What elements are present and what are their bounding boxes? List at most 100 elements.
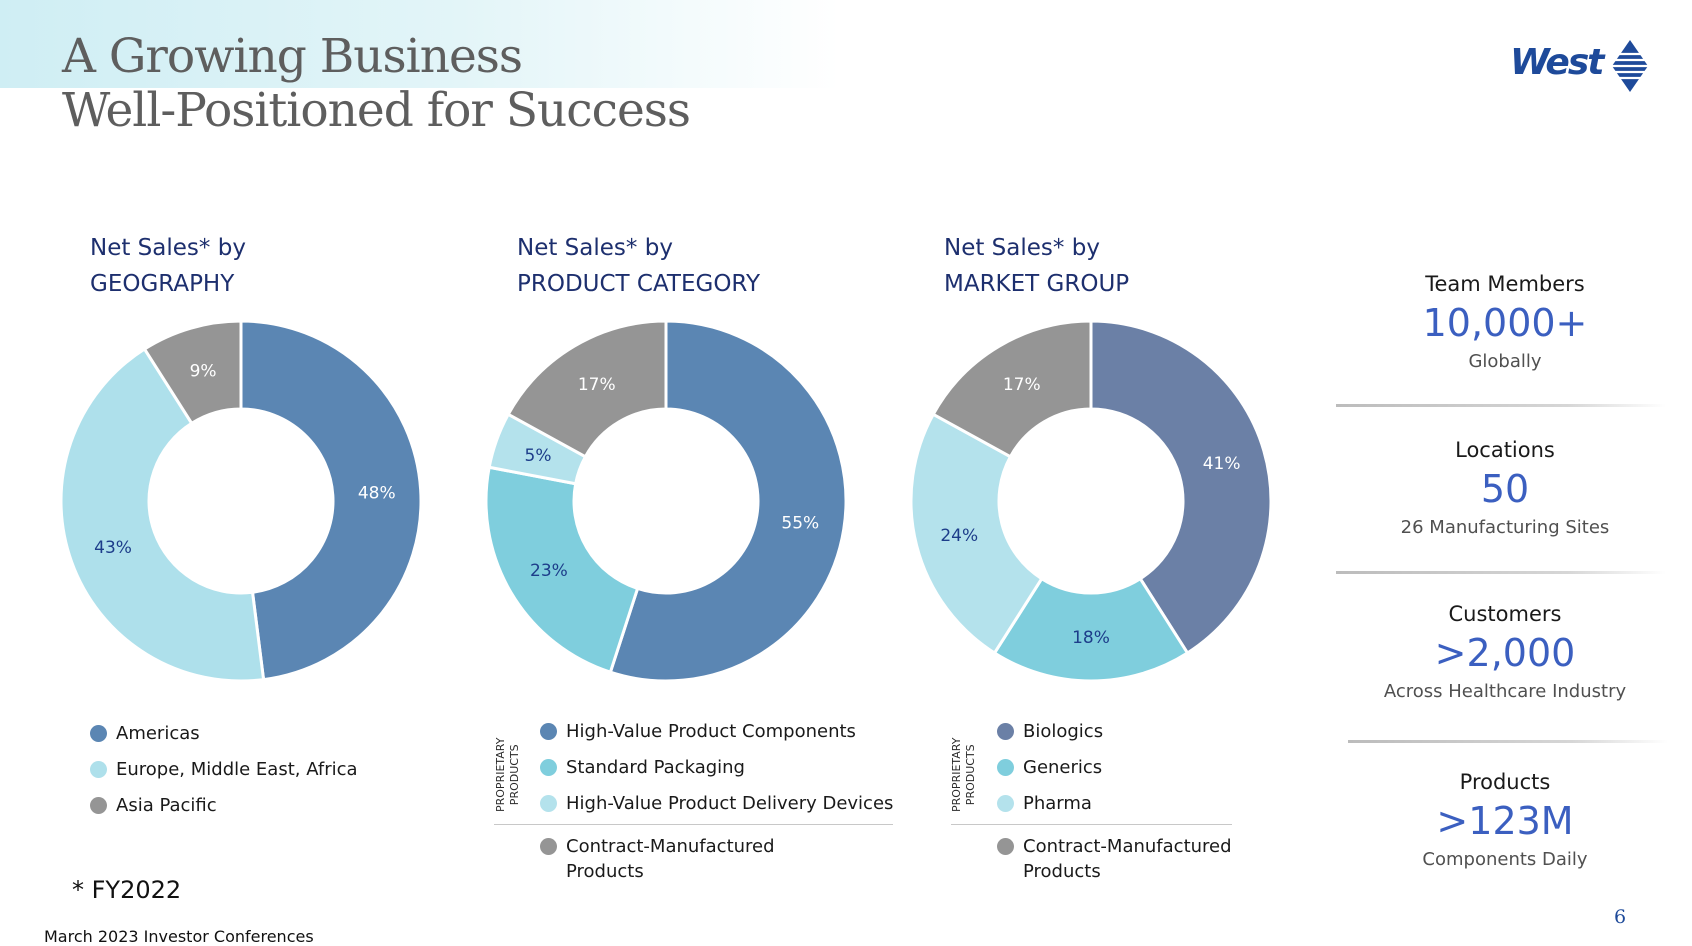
legend-swatch: [90, 760, 107, 778]
legend-swatch: [540, 838, 557, 855]
group-label-line-2: PRODUCTS: [508, 744, 521, 806]
stat-customers: Customers >2,000 Across Healthcare Indus…: [1340, 600, 1670, 706]
stat-team-members: Team Members 10,000+ Globally: [1340, 270, 1670, 376]
legend-label: Generics: [1023, 756, 1103, 778]
chart-title-market-group: Net Sales* by MARKET GROUP: [944, 230, 1129, 302]
donut-slice-standard-packaging: [484, 465, 640, 675]
chart-title-line-1: Net Sales* by: [90, 235, 246, 261]
legend-swatch: [997, 758, 1014, 776]
stat-label: Team Members: [1425, 272, 1585, 296]
title-line-2: Well-Positioned for Success: [62, 83, 691, 138]
group-label-line-1: PROPRIETARY: [494, 737, 507, 812]
data-label-standard-packaging: 23%: [530, 561, 568, 581]
stat-label: Locations: [1455, 438, 1555, 462]
data-label-high-value-product-delivery-devices: 5%: [525, 446, 552, 466]
legend-geography: Americas Europe, Middle East, Africa Asi…: [90, 715, 358, 823]
stat-value: >123M: [1436, 799, 1574, 843]
proprietary-products-label-product: PROPRIETARY PRODUCTS: [494, 738, 522, 812]
donut-slice-high-value-product-components: [608, 319, 848, 683]
header-background: [0, 0, 840, 88]
stat-subtitle: Components Daily: [1422, 849, 1588, 870]
legend-swatch: [90, 724, 107, 742]
legend-label: Europe, Middle East, Africa: [116, 758, 358, 780]
legend-item-americas: Americas: [90, 715, 358, 751]
legend-label: Asia Pacific: [116, 794, 217, 816]
legend-swatch: [540, 722, 557, 740]
chart-title-line-2: PRODUCT CATEGORY: [517, 271, 760, 297]
footnote: * FY2022: [72, 876, 182, 904]
donut-slice-contract-manufactured-products: [931, 319, 1093, 459]
data-label-generics: 18%: [1072, 628, 1110, 648]
stat-label: Products: [1459, 770, 1551, 794]
stat-divider: [1348, 740, 1668, 743]
data-label-pharma: 24%: [940, 526, 978, 546]
stat-divider: [1336, 571, 1666, 574]
donut-slice-americas: [239, 319, 423, 682]
data-label-asia-pacific: 9%: [190, 361, 217, 381]
legend-label: Contract-Manufactured Products: [566, 834, 775, 884]
stat-products: Products >123M Components Daily: [1340, 768, 1670, 874]
legend-item-hvp-components: High-Value Product Components: [540, 713, 893, 749]
data-label-europe-middle-east-africa: 43%: [94, 538, 132, 558]
donut-chart-market-group: 41% 18% 24% 17%: [909, 319, 1273, 683]
legend-item-contract-manufactured: Contract-Manufactured Products: [997, 828, 1232, 882]
legend-label-line-1: Contract-Manufactured: [1023, 836, 1232, 857]
donut-chart-product-category: 55% 23% 5% 17%: [484, 319, 848, 683]
group-label-line-1: PROPRIETARY: [950, 737, 963, 812]
west-logo: West: [1510, 38, 1650, 98]
legend-item-biologics: Biologics: [997, 713, 1232, 749]
stat-value: >2,000: [1434, 631, 1576, 675]
legend-label: Pharma: [1023, 792, 1092, 814]
legend-label-line-2: Products: [1023, 861, 1101, 882]
data-label-contract-manufactured-products: 17%: [1003, 375, 1041, 395]
logo-wordmark: West: [1510, 42, 1604, 83]
page-title: A Growing Business Well-Positioned for S…: [62, 30, 691, 138]
legend-label-line-2: Products: [566, 861, 644, 882]
legend-item-contract-manufactured: Contract-Manufactured Products: [540, 828, 893, 882]
legend-item-emea: Europe, Middle East, Africa: [90, 751, 358, 787]
stat-locations: Locations 50 26 Manufacturing Sites: [1340, 436, 1670, 542]
group-label-line-2: PRODUCTS: [964, 744, 977, 806]
data-label-americas: 48%: [358, 483, 396, 503]
legend-item-hvp-delivery-devices: High-Value Product Delivery Devices: [540, 785, 893, 821]
stat-value: 10,000+: [1422, 301, 1588, 345]
stat-label: Customers: [1448, 602, 1562, 626]
donut-slice-pharma: [909, 412, 1044, 656]
legend-label: Americas: [116, 722, 200, 744]
page-number: 6: [1614, 906, 1627, 928]
data-label-high-value-product-components: 55%: [781, 513, 819, 533]
stat-value: 50: [1480, 467, 1530, 511]
stat-subtitle: Across Healthcare Industry: [1383, 681, 1627, 702]
chart-title-geography: Net Sales* by GEOGRAPHY: [90, 230, 246, 302]
legend-divider: [494, 824, 894, 825]
data-label-contract-manufactured-products: 17%: [578, 375, 616, 395]
donut-slice-europe-middle-east-africa: [59, 346, 266, 683]
stat-divider: [1336, 404, 1666, 407]
legend-item-pharma: Pharma: [997, 785, 1232, 821]
footer-text: March 2023 Investor Conferences: [44, 927, 314, 946]
legend-swatch: [997, 794, 1014, 812]
legend-swatch: [997, 722, 1014, 740]
legend-label: Contract-Manufactured Products: [1023, 834, 1232, 884]
proprietary-products-label-market: PROPRIETARY PRODUCTS: [950, 738, 978, 812]
legend-item-asia-pacific: Asia Pacific: [90, 787, 358, 823]
legend-label: High-Value Product Components: [566, 720, 856, 742]
stat-subtitle: 26 Manufacturing Sites: [1400, 517, 1610, 538]
legend-item-generics: Generics: [997, 749, 1232, 785]
legend-label: Biologics: [1023, 720, 1104, 742]
legend-swatch: [997, 838, 1014, 855]
donut-chart-geography: 48% 43% 9%: [59, 319, 423, 683]
stat-subtitle: Globally: [1468, 351, 1542, 372]
data-label-biologics: 41%: [1203, 454, 1241, 474]
legend-divider: [951, 824, 1232, 825]
chart-title-line-1: Net Sales* by: [517, 235, 673, 261]
legend-swatch: [540, 758, 557, 776]
legend-label: Standard Packaging: [566, 756, 745, 778]
legend-label-line-1: Contract-Manufactured: [566, 836, 775, 857]
chart-title-line-1: Net Sales* by: [944, 235, 1100, 261]
donut-slice-asia-pacific: [142, 319, 243, 426]
legend-swatch: [540, 794, 557, 812]
legend-product-category: High-Value Product Components Standard P…: [494, 713, 894, 882]
chart-title-line-2: MARKET GROUP: [944, 271, 1130, 297]
donut-slice-generics: [992, 576, 1190, 683]
